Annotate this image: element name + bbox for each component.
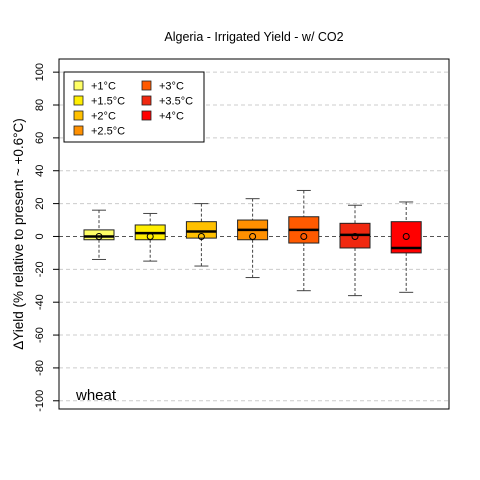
legend-swatch — [141, 95, 152, 106]
crop-label: wheat — [75, 387, 117, 404]
boxplots — [83, 189, 422, 297]
y-tick-label: -100 — [34, 390, 46, 412]
legend-label: +2.5°C — [91, 126, 125, 138]
y-tick-label: -80 — [34, 360, 46, 376]
boxplot — [83, 209, 115, 260]
mean-marker — [95, 232, 103, 240]
y-axis-label: ΔYield (% relative to present ~ +0.6°C) — [11, 118, 26, 350]
boxplot — [185, 203, 217, 267]
boxplot — [237, 198, 269, 279]
legend-swatch — [141, 80, 152, 91]
chart-title: Algeria - Irrigated Yield - w/ CO2 — [164, 30, 343, 44]
mean-marker — [146, 232, 154, 240]
box — [83, 229, 115, 241]
y-tick-label: 40 — [34, 165, 46, 177]
boxplot — [339, 204, 371, 297]
legend-box — [63, 71, 205, 143]
legend-label: +3.5°C — [159, 96, 193, 108]
legend-label: +3°C — [159, 81, 184, 93]
mean-marker — [351, 232, 359, 240]
mean-marker — [197, 232, 205, 240]
y-tick-label: 100 — [34, 63, 46, 81]
legend-label: +4°C — [159, 111, 184, 123]
grid-lines — [59, 71, 449, 402]
y-tick-label: 20 — [34, 197, 46, 209]
legend-swatch — [73, 125, 84, 136]
y-tick-label: -20 — [34, 261, 46, 277]
y-tick-label: 60 — [34, 132, 46, 144]
y-tick-label: -60 — [34, 327, 46, 343]
y-tick-label: 80 — [34, 99, 46, 111]
mean-marker — [300, 232, 308, 240]
legend-label: +2°C — [91, 111, 116, 123]
legend: +1°C +1.5°C +2°C +2.5°C +3°C +3.5°C +4°C — [63, 71, 205, 143]
legend-swatch — [73, 110, 84, 121]
boxplot — [390, 201, 422, 293]
mean-marker — [249, 232, 257, 240]
legend-swatch — [73, 80, 84, 91]
y-tick-label: -40 — [34, 294, 46, 310]
mean-marker — [402, 232, 410, 240]
legend-swatch — [141, 110, 152, 121]
plot-frame — [58, 58, 450, 410]
y-axis: 100 80 60 40 20 0 -20 -40 -60 -80 -100 — [34, 63, 59, 412]
legend-swatch — [73, 95, 84, 106]
box — [185, 221, 217, 239]
boxplot — [288, 189, 320, 292]
legend-label: +1°C — [91, 81, 116, 93]
boxplot — [134, 212, 166, 262]
y-tick-label: 0 — [34, 233, 46, 239]
legend-label: +1.5°C — [91, 96, 125, 108]
